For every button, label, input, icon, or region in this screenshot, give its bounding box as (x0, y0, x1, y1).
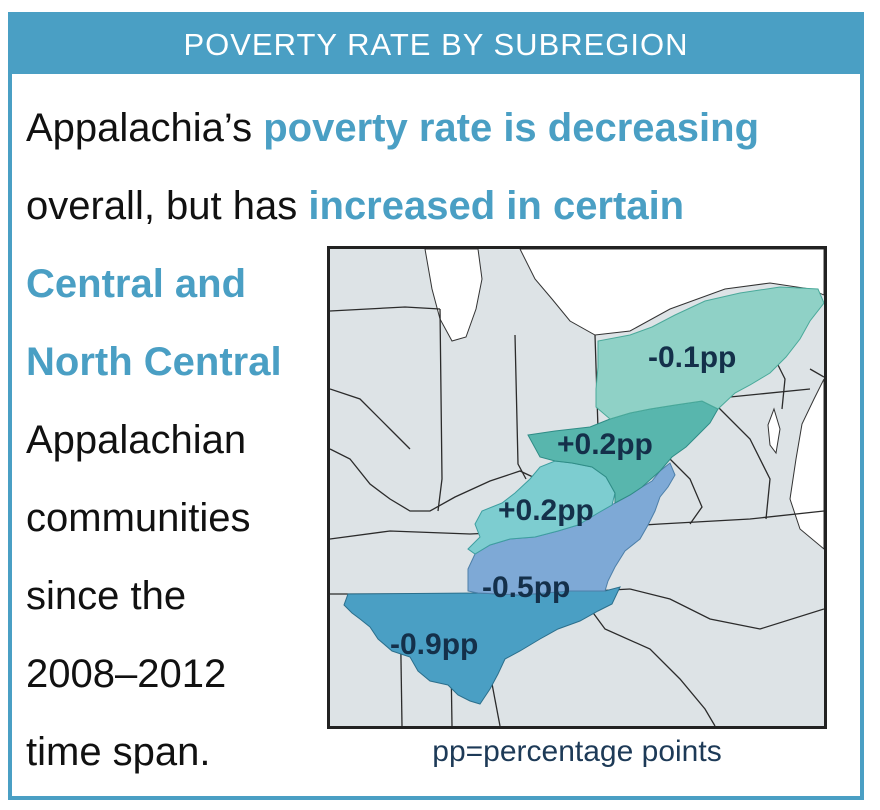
text-line-1: Appalachia’s poverty rate is decreasing (26, 104, 759, 152)
text-line-1-plain: Appalachia’s (26, 106, 264, 150)
text-line-2-highlight: increased in certain (308, 184, 685, 228)
map-svg: -0.1pp +0.2pp +0.2pp -0.5pp -0.9pp (330, 249, 824, 726)
header-title: POVERTY RATE BY SUBREGION (183, 27, 689, 62)
appalachia-subregion-map: -0.1pp +0.2pp +0.2pp -0.5pp -0.9pp (327, 246, 827, 729)
chesapeake-bay (767, 407, 781, 455)
label-southern: -0.9pp (390, 628, 478, 661)
text-line-2-plain: overall, but has (26, 184, 309, 228)
label-central: +0.2pp (498, 494, 594, 527)
lake-huron-erie (519, 249, 824, 336)
text-line-5: Appalachian (26, 418, 247, 462)
label-northern: -0.1pp (648, 341, 736, 374)
region-northern (595, 286, 824, 420)
text-line-1-highlight: poverty rate is decreasing (263, 106, 759, 150)
atlantic-ocean (789, 378, 824, 550)
map-caption: pp=percentage points (432, 735, 722, 768)
label-north-central: +0.2pp (557, 428, 653, 461)
text-line-8: 2008–2012 (26, 652, 227, 696)
text-line-2: overall, but has increased in certain (26, 182, 684, 230)
text-line-7: since the (26, 574, 187, 618)
text-line-6: communities (26, 496, 251, 540)
region-southern (343, 586, 621, 705)
text-line-3: Central and (26, 262, 247, 306)
text-line-4: North Central (26, 340, 282, 384)
header-bar: POVERTY RATE BY SUBREGION (12, 16, 860, 74)
label-south-central: -0.5pp (482, 571, 570, 604)
text-line-9: time span. (26, 730, 211, 774)
lake-michigan (424, 249, 483, 342)
